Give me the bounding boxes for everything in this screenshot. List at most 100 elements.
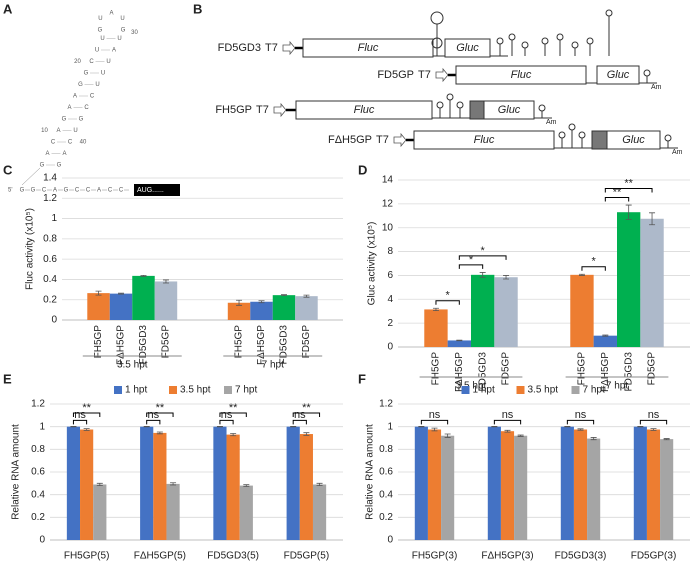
x-tick-label: FD5GD3(5) <box>207 551 259 562</box>
y-axis-label: Relative RNA amount <box>11 424 22 520</box>
significance-bracket <box>146 412 174 417</box>
x-tick-label: FD5GD3(3) <box>555 551 607 562</box>
x-tick-label: FΔH5GP(3) <box>481 551 533 562</box>
bar <box>471 274 495 347</box>
error-bar <box>243 484 250 487</box>
x-tick-label: FΔH5GP <box>256 325 267 365</box>
gene-box <box>444 38 491 58</box>
error-bar <box>625 204 632 220</box>
error-bar <box>118 292 125 295</box>
construct-name: FD5GP <box>377 69 414 81</box>
legend-swatch <box>461 386 470 394</box>
x-tick-label: FD5GP <box>161 325 172 359</box>
hairpin-loop <box>664 134 672 142</box>
significance-bracket <box>72 412 101 417</box>
hairpin-loop <box>496 37 504 45</box>
significance-bracket <box>292 412 321 417</box>
error-bar <box>280 294 287 297</box>
bar <box>272 295 296 320</box>
error-bar <box>303 432 310 436</box>
nucleotide: U <box>95 82 99 88</box>
bar <box>424 309 448 347</box>
error-bar <box>590 437 597 441</box>
error-bar <box>230 433 237 437</box>
bar <box>447 340 471 347</box>
error-bar <box>663 438 670 441</box>
bar <box>640 218 664 347</box>
nucleotide: U <box>98 16 102 22</box>
bar <box>153 432 167 540</box>
y-tick-label: 1.2 <box>379 399 393 410</box>
hairpin-loop <box>430 11 444 25</box>
nucleotide: G <box>84 71 89 77</box>
y-tick-label: 2 <box>387 318 393 329</box>
y-axis-label: Fluc activity (x10⁵) <box>25 208 36 290</box>
start-box <box>134 184 180 196</box>
y-tick-label: 0.2 <box>43 294 57 305</box>
error-bar <box>504 429 511 433</box>
bar <box>93 484 107 540</box>
nucleotide: A <box>56 128 60 134</box>
bar <box>227 302 251 320</box>
hairpin-loop <box>586 37 594 45</box>
panel-label: B <box>193 1 202 16</box>
bar <box>633 426 647 540</box>
group-label: 7 hpt <box>262 360 284 371</box>
nucleotide: G <box>78 82 83 88</box>
significance-bracket <box>292 419 307 425</box>
x-tick-label: FD5GP <box>301 325 312 359</box>
y-tick-label: 8 <box>387 246 393 257</box>
error-bar <box>650 428 657 431</box>
nucleotide: C <box>51 140 56 146</box>
promoter: T7 <box>265 42 278 54</box>
significance-label: ** <box>229 402 238 414</box>
bar <box>166 483 180 540</box>
position-number: 10 <box>41 128 48 134</box>
legend-swatch <box>169 386 177 394</box>
significance-label: ns <box>221 409 233 421</box>
gene-box <box>413 130 555 150</box>
bar <box>312 484 327 540</box>
y-tick-label: 0.2 <box>379 512 393 523</box>
y-tick-label: 10 <box>382 222 394 233</box>
nucleotide: U <box>101 71 105 77</box>
gene-label: Fluc <box>511 69 532 81</box>
significance-bracket <box>493 419 522 425</box>
y-axis-label: Relative RNA amount <box>365 424 376 520</box>
hairpin-loop <box>643 69 651 77</box>
x-tick-label: FD5GD3 <box>623 352 634 392</box>
hairpin-loop <box>436 101 444 109</box>
significance-bracket <box>72 419 88 425</box>
legend-swatch <box>516 386 525 394</box>
error-bar <box>162 279 169 284</box>
x-tick-label: FH5GP <box>234 325 245 359</box>
nucleotide: G <box>20 188 25 194</box>
hairpin-loop <box>508 33 516 41</box>
poly-a: Am <box>651 84 662 91</box>
position-number: 30 <box>131 30 138 36</box>
bar <box>573 429 588 540</box>
error-bar <box>444 433 451 438</box>
nucleotide: G <box>40 163 45 169</box>
gene-box <box>295 100 433 120</box>
bar <box>80 429 94 540</box>
bar <box>487 426 501 540</box>
significance-bracket <box>581 266 606 271</box>
y-tick-label: 0 <box>39 535 45 546</box>
x-tick-label: FD5GP <box>647 352 658 386</box>
promoter: T7 <box>376 134 389 146</box>
hairpin-loop <box>605 9 613 17</box>
promoter-arrow <box>273 102 287 118</box>
nucleotide: G <box>31 188 36 194</box>
nucleotide: A <box>73 94 77 100</box>
gene-box <box>483 100 535 120</box>
y-tick-label: 0.4 <box>43 274 57 285</box>
y-tick-label: 1 <box>387 421 393 432</box>
significance-label: ** <box>302 402 311 414</box>
gene-box <box>596 65 640 85</box>
bar <box>646 429 661 540</box>
bar <box>239 485 253 540</box>
bar <box>494 277 518 347</box>
x-tick-label: FD5GP(3) <box>631 551 677 562</box>
nucleotide: U <box>73 128 77 134</box>
